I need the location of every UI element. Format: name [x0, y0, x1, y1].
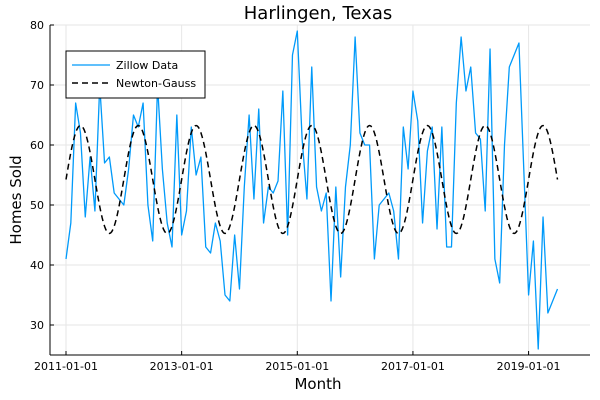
x-tick-label: 2013-01-01	[150, 360, 214, 373]
y-ticks: 30 40 50 60 70 80	[30, 19, 54, 332]
x-tick-label: 2017-01-01	[381, 360, 445, 373]
y-tick-label: 40	[30, 259, 44, 272]
x-axis-label: Month	[294, 375, 341, 393]
y-tick-label: 60	[30, 139, 44, 152]
x-tick-label: 2015-01-01	[265, 360, 329, 373]
series-line-zillow-data	[65, 30, 559, 350]
x-tick-label: 2019-01-01	[497, 360, 561, 373]
chart-title: Harlingen, Texas	[244, 3, 392, 24]
x-tick-label: 2011-01-01	[34, 360, 98, 373]
legend-box	[65, 50, 206, 99]
series-line-newton-gauss	[65, 124, 559, 235]
legend-label-zillow: Zillow Data	[116, 59, 178, 72]
y-axis-label: Homes Sold	[7, 155, 25, 244]
y-tick-label: 70	[30, 79, 44, 92]
legend-label-newton-gauss: Newton-Gauss	[116, 77, 196, 90]
y-tick-label: 30	[30, 319, 44, 332]
series-layer	[65, 30, 559, 350]
legend: Zillow Data Newton-Gauss	[65, 50, 206, 99]
y-tick-label: 50	[30, 199, 44, 212]
y-tick-label: 80	[30, 19, 44, 32]
x-ticks: 2011-01-01 2013-01-01 2015-01-01 2017-01-01…	[34, 351, 561, 373]
